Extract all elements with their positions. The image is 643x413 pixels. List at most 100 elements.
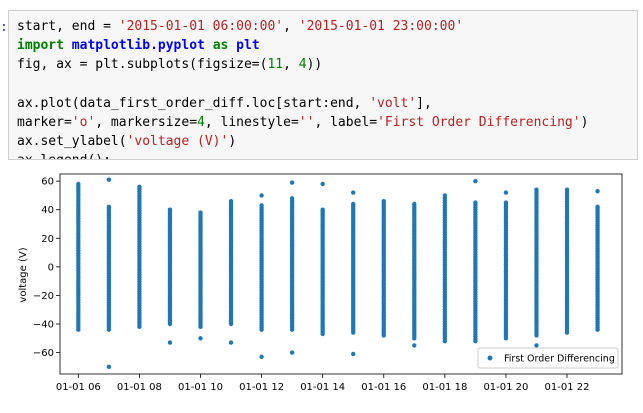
code-token: as	[212, 38, 229, 54]
y-tick-label: −40	[33, 320, 54, 331]
data-point	[503, 190, 509, 195]
code-token: , label=	[314, 114, 378, 130]
code-token: 'First Order Differencing'	[377, 114, 581, 130]
x-tick-label: 01-01 16	[361, 382, 406, 393]
data-point	[198, 210, 203, 215]
data-point	[473, 178, 478, 184]
code-line: fig, ax = plt.subplots(figsize=(11, 4))	[17, 55, 629, 74]
data-point	[259, 203, 264, 208]
code-token: 4	[298, 57, 307, 73]
legend-marker	[487, 355, 493, 361]
data-point	[503, 200, 509, 205]
y-tick-label: 0	[48, 262, 54, 273]
y-tick-label: −20	[33, 291, 54, 302]
code-token: ''	[298, 114, 315, 130]
data-point	[595, 204, 600, 210]
data-point	[76, 181, 81, 187]
data-point	[351, 190, 356, 195]
x-tick-label: 01-01 10	[178, 382, 223, 393]
data-point	[289, 350, 295, 355]
cell-prompt: :	[0, 20, 8, 35]
legend-label: First Order Differencing	[504, 354, 615, 365]
data-point	[595, 188, 600, 194]
data-point	[320, 181, 325, 187]
code-token	[205, 38, 213, 53]
code-token: ,	[283, 19, 299, 34]
code-cell[interactable]: start, end = '2015-01-01 06:00:00', '201…	[8, 10, 638, 160]
code-token: 'volt'	[369, 95, 417, 111]
data-point	[167, 207, 173, 212]
data-point	[289, 180, 295, 185]
code-token: )	[228, 134, 237, 150]
data-point	[381, 198, 386, 204]
x-tick-label: 01-01 08	[117, 382, 162, 393]
scatter-chart: 60 40 20 0 −20 −40 −60 01-01 06 01-01 08 01-01 1…	[18, 173, 623, 393]
data-point	[351, 351, 356, 357]
x-tick-label: 01-01 14	[300, 382, 345, 393]
data-point	[351, 201, 356, 207]
code-token: ax.legend();	[17, 153, 111, 159]
x-tick-label: 01-01 12	[239, 382, 284, 393]
code-line: start, end = '2015-01-01 06:00:00', '201…	[17, 17, 629, 36]
data-point	[473, 200, 478, 205]
x-tick-label: 01-01 06	[56, 382, 101, 393]
data-point	[106, 177, 112, 182]
code-token: ax.set_ylabel(	[17, 134, 127, 150]
code-token	[64, 38, 72, 53]
data-point	[259, 354, 264, 360]
plot-area	[59, 173, 623, 375]
data-point	[534, 343, 539, 348]
code-token	[228, 38, 236, 53]
code-token: '2015-01-01 23:00:00'	[298, 19, 464, 34]
data-point	[412, 343, 417, 348]
data-point	[106, 204, 112, 210]
data-point	[442, 193, 448, 198]
x-tick-label: 01-01 20	[483, 382, 528, 393]
code-token: import	[17, 38, 64, 54]
y-tick-label: 60	[41, 177, 54, 188]
code-token: matplotlib.pyplot	[71, 38, 205, 54]
x-tick-label: 01-01 22	[545, 382, 590, 393]
code-token: 'voltage (V)'	[126, 134, 229, 150]
x-tick-label: 01-01 18	[422, 382, 467, 393]
code-token: fig, ax = plt.subplots(figsize=(	[17, 57, 268, 73]
code-token: ))	[306, 57, 323, 73]
code-token: ,	[283, 57, 299, 73]
code-line: ax.set_ylabel('voltage (V)')	[17, 132, 629, 151]
code-token: 11	[267, 57, 284, 73]
code-token: ],	[416, 95, 432, 111]
code-token: , markersize=	[95, 114, 198, 130]
code-token: '2015-01-01 06:00:00'	[118, 19, 284, 34]
legend-box	[477, 347, 619, 369]
data-point	[228, 340, 234, 345]
code-token: marker=	[17, 114, 72, 130]
code-token: ax.plot(data_first_order_diff.loc[start:…	[17, 95, 370, 111]
code-line: import matplotlib.pyplot as plt	[17, 36, 629, 55]
data-point	[320, 207, 325, 212]
data-point	[259, 193, 264, 198]
y-tick-label: −60	[33, 348, 54, 359]
code-line: ax.plot(data_first_order_diff.loc[start:…	[17, 94, 629, 113]
y-tick-label: 40	[41, 205, 54, 216]
y-tick-label: 20	[41, 234, 54, 245]
data-point	[564, 187, 570, 192]
code-token: start, end =	[17, 19, 119, 34]
code-token: )	[580, 114, 589, 130]
code-line: ax.legend();	[17, 151, 629, 159]
data-point	[137, 184, 142, 190]
code-token: 4	[197, 114, 205, 130]
data-point	[167, 340, 173, 345]
data-point	[228, 198, 234, 204]
data-point	[198, 336, 203, 341]
code-line	[17, 75, 629, 94]
data-point	[289, 196, 295, 201]
code-token: 'o'	[71, 114, 96, 130]
code-token: plt	[236, 38, 260, 54]
data-point	[412, 201, 417, 207]
data-point	[106, 364, 112, 370]
output-area: 60 40 20 0 −20 −40 −60 01-01 06 01-01 08 01-01 1…	[0, 165, 643, 409]
y-axis-label: voltage (V)	[18, 247, 29, 302]
code-line: marker='o', markersize=4, linestyle='', …	[17, 113, 629, 132]
data-point	[534, 187, 539, 192]
code-token: , linestyle=	[204, 114, 299, 130]
